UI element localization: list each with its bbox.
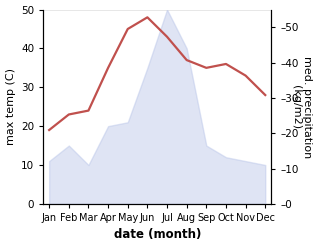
- Y-axis label: max temp (C): max temp (C): [5, 68, 16, 145]
- Y-axis label: med. precipitation
(kg/m2): med. precipitation (kg/m2): [291, 56, 313, 158]
- X-axis label: date (month): date (month): [114, 228, 201, 242]
